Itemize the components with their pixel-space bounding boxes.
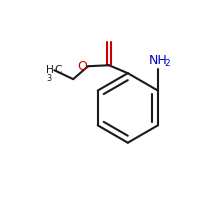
Text: NH: NH — [149, 54, 167, 67]
Text: 3: 3 — [47, 74, 52, 83]
Text: 2: 2 — [164, 59, 170, 68]
Text: O: O — [77, 60, 87, 73]
Text: H: H — [46, 65, 54, 75]
Text: C: C — [54, 65, 62, 75]
